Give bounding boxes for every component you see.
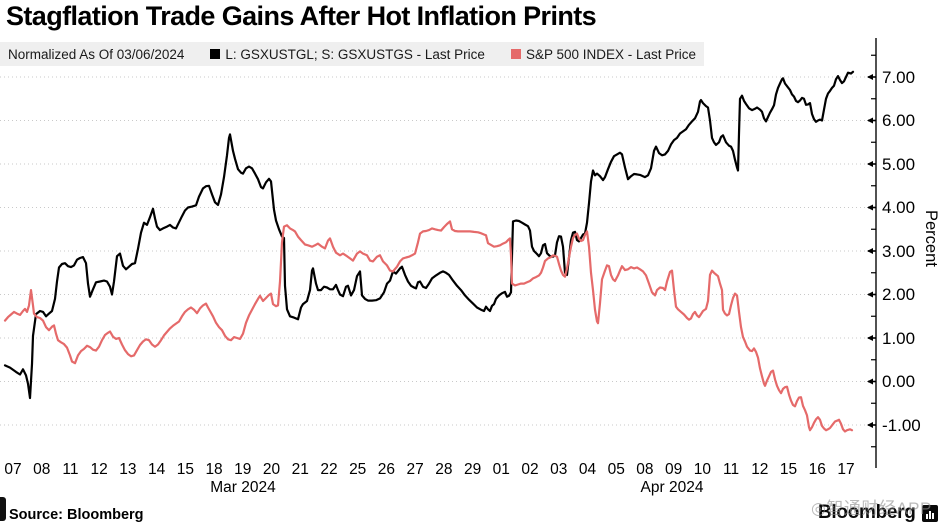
x-tick-label: 27 [406,461,424,478]
x-tick-label: 05 [607,461,625,478]
bloomberg-wordmark: Bloomberg [818,502,916,523]
y-axis-tick-arrow [867,204,873,211]
legend-bar: Normalized As Of 03/06/2024 L: GSXUSTGL;… [0,42,704,66]
y-axis-tick-arrow [867,291,873,298]
x-tick-label: 28 [435,461,453,478]
y-axis-tick-arrow [867,74,873,80]
x-tick-label: 16 [808,461,826,478]
x-tick-label: 03 [550,461,568,478]
x-tick-label: 25 [349,461,367,478]
y-axis-title: Percent [922,210,940,267]
x-tick-label: 26 [377,461,396,478]
x-tick-label: 02 [521,461,539,478]
x-tick-label: 04 [578,461,597,478]
y-tick-label: -1.00 [882,415,921,435]
x-tick-label: 17 [837,461,855,478]
y-axis-tick-arrow [867,248,873,254]
watermark-label: ◎智通财经APP [811,499,932,518]
y-tick-label: 3.00 [882,241,916,261]
x-tick-label: 18 [205,461,223,478]
x-tick-label: 10 [693,461,711,478]
legend-series2-label: S&P 500 INDEX - Last Price [525,46,697,62]
legend-item-sp500: S&P 500 INDEX - Last Price [510,46,697,62]
y-axis-tick-arrow [867,117,873,124]
x-month-label: Mar 2024 [210,479,276,496]
y-tick-label: 1.00 [882,328,916,348]
x-tick-label: 19 [234,461,252,478]
y-tick-label: 0.00 [882,372,916,391]
x-tick-label: 14 [147,461,166,478]
y-axis-tick-arrow [867,422,873,428]
y-tick-label: 7.00 [882,67,916,87]
legend-normalized-label: Normalized As Of 03/06/2024 [8,46,185,62]
clipped-corner-logo [0,497,6,521]
y-axis-tick-arrow [867,335,873,341]
x-tick-label: 12 [751,461,769,478]
x-tick-label: 20 [262,461,281,478]
x-tick-label: 11 [723,461,740,478]
x-tick-label: 09 [665,461,683,478]
y-tick-label: 2.00 [882,285,916,304]
y-axis-tick-arrow [867,161,873,167]
x-tick-label: 15 [176,461,194,478]
y-tick-label: 5.00 [882,154,916,174]
x-tick-label: 21 [291,461,309,478]
y-tick-label: 4.00 [882,198,916,217]
x-tick-label: 08 [33,461,51,478]
bloomberg-logo: Bloomberg [818,502,938,524]
x-tick-label: 11 [62,461,79,478]
x-tick-label: 08 [636,461,654,478]
y-axis-tick-arrow [867,378,873,385]
series1-swatch-icon [210,49,221,59]
series-line-2 [3,220,854,433]
legend-item-stagflation-basket: L: GSXUSTGL; S: GSXUSTGS - Last Price [210,47,485,62]
source-label: Source: Bloomberg [9,507,144,523]
series-line-1 [3,70,855,400]
x-tick-label: 01 [492,461,510,478]
x-tick-label: 13 [119,461,137,478]
legend-series1-label: L: GSXUSTGL; S: GSXUSTGS - Last Price [225,46,485,62]
series2-swatch-icon [510,49,521,59]
bloomberg-mark-icon [921,504,938,522]
x-tick-label: 12 [90,461,108,478]
x-tick-label: 15 [779,461,798,478]
x-tick-label: 29 [463,461,482,478]
chart-title: Stagflation Trade Gains After Hot Inflat… [6,1,597,31]
x-tick-label: 22 [320,461,338,478]
x-tick-label: 07 [4,461,22,478]
y-tick-label: 6.00 [882,111,916,130]
x-month-label: Apr 2024 [640,479,704,496]
